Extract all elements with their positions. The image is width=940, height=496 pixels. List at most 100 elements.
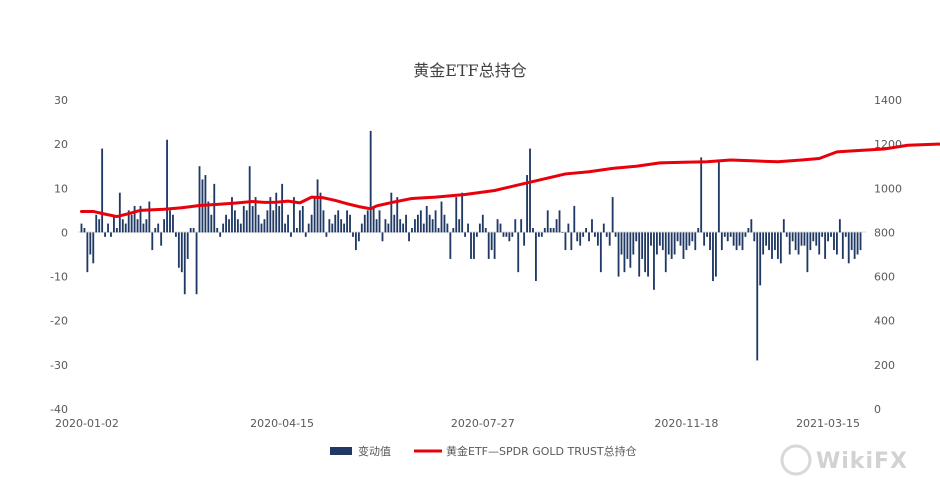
bar [856,232,859,255]
bar [821,232,824,237]
chart-title: 黄金ETF总持仓 [413,61,526,80]
bar [428,214,431,233]
line-series [79,142,940,219]
bar [402,223,405,233]
bar [691,232,694,242]
bar [582,232,585,237]
bar [726,232,729,242]
bar [614,232,617,237]
bar [284,223,287,233]
bar [803,232,806,246]
bar [177,232,180,268]
bar [470,232,472,259]
bar [729,232,732,237]
bar [399,219,402,233]
bar [735,232,738,251]
bar [833,232,835,251]
bar [564,232,567,251]
x-tick-label: 2020-04-15 [250,417,314,430]
bar [266,210,269,233]
left-axis: 30 20 10 0 -10 -20 -30 -40 [50,94,68,416]
bar [213,183,216,233]
bar [331,223,334,233]
bar [89,232,92,255]
bar [623,232,626,273]
bar [747,228,750,233]
bar [841,232,844,259]
bar [307,223,310,233]
bar [535,232,537,281]
holdings-line [79,142,940,219]
bar [313,197,316,233]
bar [98,219,101,233]
bar [709,232,711,251]
bar [673,232,676,255]
bar-series [80,130,862,361]
bar [225,214,227,233]
bar [599,232,602,273]
bar [812,232,815,242]
x-tick-label: 2020-01-02 [55,417,119,430]
bar [847,232,850,264]
bar [653,232,655,290]
bar [620,232,623,255]
bar [827,232,829,242]
bar [325,232,328,237]
bar [411,228,413,233]
bar [543,228,546,233]
bar [405,214,407,233]
bar [844,232,847,237]
bar [154,228,157,233]
bar [461,192,464,233]
bar [431,219,434,233]
bar [360,223,363,233]
bar [113,214,115,233]
bar [127,210,130,233]
bar [393,214,396,233]
bar [455,197,458,233]
bar [712,232,714,281]
bar [440,201,443,233]
bar [192,228,195,233]
bar [139,205,142,233]
bar [322,210,325,233]
bar [638,232,641,277]
bar [355,232,357,251]
bar [363,214,366,233]
bar [310,214,313,233]
bar [304,232,307,237]
bar [422,223,425,233]
bar [756,232,759,361]
bar [281,183,284,233]
bar [142,223,145,233]
bar [809,232,812,251]
bar [824,232,827,259]
bar [700,157,703,233]
bar [481,214,484,233]
bar [850,232,853,251]
bar [101,148,104,233]
bar [372,205,375,233]
bar [815,232,818,246]
bar [148,201,151,233]
bar [688,232,691,246]
bar [484,228,487,233]
x-tick-label: 2020-11-18 [654,417,718,430]
bar [334,214,337,233]
bar [408,232,410,242]
bar [632,232,635,255]
bar [92,232,95,264]
bar [546,210,549,233]
bar [124,223,127,233]
bar [166,139,168,233]
bar [145,219,148,233]
watermark-logo-icon [780,444,812,476]
bar [647,232,649,277]
bar [853,232,856,259]
bar [390,192,393,233]
bar [794,232,797,251]
bar [744,232,747,237]
bar [635,232,638,242]
bar [387,223,390,233]
